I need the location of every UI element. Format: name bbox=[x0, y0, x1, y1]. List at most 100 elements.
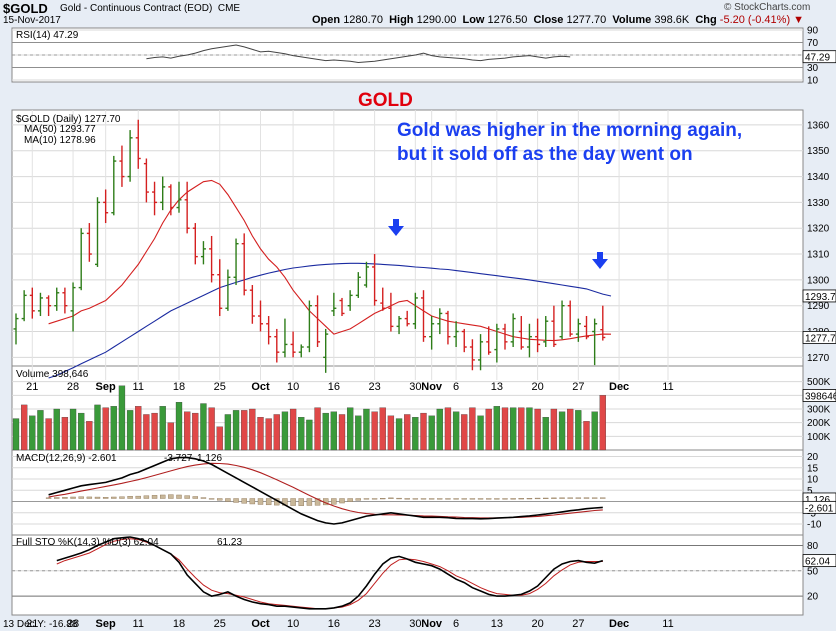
ma50-last-value: 1293.77 bbox=[805, 292, 836, 303]
macd-histogram-bar bbox=[298, 498, 304, 506]
price-x-tick-label: 11 bbox=[133, 381, 144, 393]
macd-last-value-box bbox=[802, 500, 836, 514]
macd-legend: MACD(12,26,9) -2.601 -3.727 1.126 bbox=[16, 453, 222, 464]
macd-histogram-bar bbox=[396, 497, 402, 500]
instrument-description: Gold - Continuous Contract (EOD) bbox=[60, 3, 213, 14]
volume-bar bbox=[428, 415, 435, 451]
volume-bar bbox=[167, 422, 175, 451]
instrument-name: Gold - Continuous Contract (EOD) CME bbox=[60, 3, 240, 14]
volume-bar bbox=[567, 408, 574, 451]
macd-last-value: -2.601 bbox=[805, 503, 834, 514]
volume-bar bbox=[509, 407, 517, 451]
down-triangle-icon: ▼ bbox=[793, 14, 805, 26]
macd-histogram-bar bbox=[428, 498, 435, 500]
ma50-legend: MA(50) 1293.77 bbox=[24, 124, 96, 135]
price-tick-label: 1340 bbox=[807, 172, 830, 183]
moving-averages bbox=[48, 179, 612, 379]
rsi-tick-label: 30 bbox=[807, 63, 819, 74]
macd-plot bbox=[12, 456, 803, 525]
rsi-legend: RSI(14) 47.29 bbox=[16, 30, 79, 41]
macd-histogram-bar bbox=[249, 498, 256, 505]
macd-histogram-bar bbox=[159, 494, 166, 499]
volume-bars bbox=[12, 385, 606, 451]
volume-bar bbox=[159, 406, 166, 451]
volume-bar bbox=[143, 414, 150, 451]
macd-histogram-bar bbox=[591, 497, 598, 499]
volume-bar bbox=[241, 410, 248, 451]
macd-histogram-bar bbox=[355, 498, 361, 501]
volume-bar bbox=[518, 407, 525, 451]
macd-histogram-bar bbox=[257, 498, 264, 505]
volume-bar bbox=[298, 417, 305, 451]
volume-bar bbox=[232, 410, 240, 451]
open-value: 1280.70 bbox=[343, 14, 383, 26]
volume-bar bbox=[314, 407, 321, 451]
volume-bar bbox=[183, 411, 191, 451]
panel-frames bbox=[11, 27, 804, 616]
price-x-tick-label: 20 bbox=[531, 381, 543, 393]
macd-legend-signal: -3.727 bbox=[164, 453, 193, 464]
candlestick-series bbox=[13, 119, 606, 373]
volume-bar bbox=[69, 408, 77, 451]
rsi-plot bbox=[12, 42, 803, 68]
volume-bar bbox=[346, 407, 354, 451]
volume-tick-label: 100K bbox=[807, 432, 831, 443]
price-x-tick-label: 27 bbox=[572, 381, 584, 393]
macd-histogram-bar bbox=[437, 498, 443, 500]
price-x-tick-label: 25 bbox=[214, 381, 226, 393]
price-x-tick-label: 13 bbox=[491, 381, 503, 393]
volume-last-value: 398646 bbox=[805, 392, 836, 403]
volume-bar bbox=[599, 395, 606, 451]
volume-tick-label: 300K bbox=[807, 405, 831, 416]
volume-bar bbox=[110, 406, 117, 451]
sto-x-tick-label: Sep bbox=[96, 618, 116, 630]
volume-bar bbox=[306, 419, 313, 451]
volume-bar bbox=[355, 415, 362, 451]
sto-x-tick-label: 28 bbox=[67, 618, 79, 630]
macd-histogram-bar bbox=[543, 497, 549, 499]
volume-label: Volume bbox=[612, 14, 652, 26]
volume-bar bbox=[583, 421, 590, 451]
price-x-tick-label: Nov bbox=[421, 381, 443, 393]
ma50-line bbox=[48, 262, 612, 379]
price-tick-label: 1350 bbox=[807, 146, 830, 157]
volume-bar bbox=[151, 412, 158, 451]
volume-bar bbox=[477, 415, 484, 451]
ohlc-summary: Open 1280.70 High 1290.00 Low 1276.50 Cl… bbox=[312, 14, 804, 26]
macd-histogram-bar bbox=[78, 496, 84, 499]
macd-histogram-bar bbox=[339, 498, 345, 504]
volume-tick-label: 500K bbox=[807, 377, 831, 388]
price-legend-title: $GOLD (Daily) 1277.70 bbox=[16, 114, 121, 125]
price-x-tick-label: 21 bbox=[26, 381, 38, 393]
high-value: 1290.00 bbox=[416, 14, 457, 26]
macd-histogram-bar bbox=[526, 498, 533, 500]
price-tick-label: 1320 bbox=[807, 224, 830, 235]
volume-bar bbox=[404, 414, 411, 451]
volume-bar bbox=[102, 407, 109, 451]
price-x-tick-label: 11 bbox=[662, 381, 673, 393]
macd-tick-label: 5 bbox=[807, 486, 813, 497]
volume-bar bbox=[224, 414, 232, 451]
price-tick-label: 1270 bbox=[807, 353, 830, 364]
gold-annotation-label: GOLD bbox=[358, 90, 413, 111]
volume-bar bbox=[387, 415, 395, 451]
macd-line bbox=[48, 456, 603, 525]
sto-last-value-box bbox=[802, 554, 836, 568]
volume-bar bbox=[379, 407, 386, 451]
volume-bar bbox=[86, 421, 93, 451]
macd-histogram-bar bbox=[127, 496, 133, 499]
rsi-tick-label: 70 bbox=[807, 38, 819, 49]
sto-x-tick-label: Nov bbox=[421, 618, 443, 630]
volume-bar bbox=[53, 408, 60, 451]
sto-x-tick-label: Oct bbox=[251, 618, 270, 630]
brand-watermark: © StockCharts.com bbox=[724, 2, 811, 13]
volume-bar bbox=[469, 407, 476, 451]
macd-histogram-bar bbox=[502, 498, 508, 500]
rsi-last-value: 47.29 bbox=[805, 53, 830, 64]
volume-bar bbox=[29, 415, 36, 451]
volume-bar bbox=[575, 410, 582, 451]
macd-histogram-bar bbox=[494, 498, 500, 500]
macd-histogram-bar bbox=[363, 498, 370, 500]
price-x-tick-label: Dec bbox=[609, 381, 629, 393]
